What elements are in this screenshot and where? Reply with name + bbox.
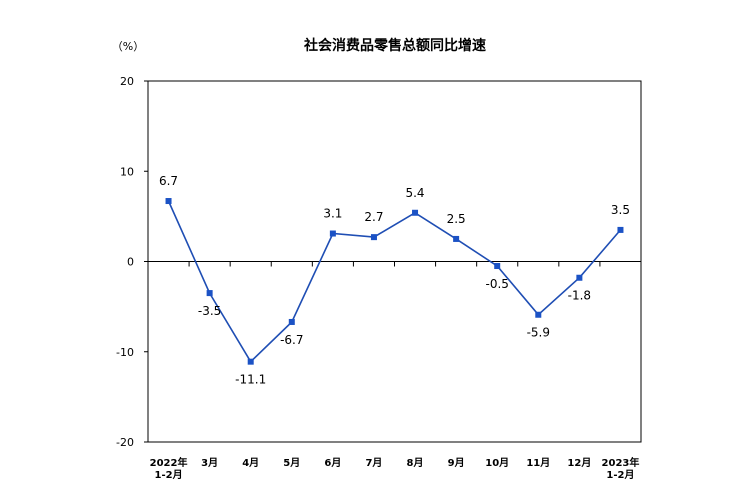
series-markers <box>165 198 624 365</box>
x-tick-label-line: 1-2月 <box>155 469 183 481</box>
data-point <box>247 358 254 365</box>
x-tick-label-line: 2022年 <box>150 456 188 469</box>
x-tick-label-line: 3月 <box>201 457 218 469</box>
data-label: -0.5 <box>485 277 508 291</box>
y-tick-label: 20 <box>120 75 134 88</box>
data-label: -3.5 <box>198 304 221 318</box>
chart-title: 社会消费品零售总额同比增速 <box>303 37 486 54</box>
y-axis-unit: （%） <box>112 40 144 53</box>
x-tick-label-line: 8月 <box>407 457 424 469</box>
x-tick-label-line: 1-2月 <box>606 469 634 481</box>
y-tick-label: 0 <box>127 256 134 269</box>
x-tick-label-line: 5月 <box>283 457 300 469</box>
data-label: 2.5 <box>447 212 466 226</box>
x-tick-label-line: 11月 <box>526 457 550 469</box>
data-point <box>453 235 460 242</box>
data-label: 3.5 <box>611 203 630 217</box>
x-tick-label: 3月 <box>201 457 218 469</box>
data-label: -1.8 <box>568 289 591 303</box>
x-tick-label-line: 4月 <box>242 457 259 469</box>
x-tick-label: 12月 <box>567 457 591 469</box>
data-label: -6.7 <box>280 333 303 347</box>
data-label: 2.7 <box>364 210 383 224</box>
data-point <box>165 198 172 205</box>
data-point <box>288 318 295 325</box>
x-tick-label: 2023年 1-2月 <box>602 456 640 481</box>
y-tick-label: -20 <box>116 436 134 449</box>
data-point <box>412 209 419 216</box>
x-tick-label-line: 9月 <box>448 457 465 469</box>
series-line <box>167 200 622 363</box>
y-tick-label: 10 <box>120 165 134 178</box>
data-labels: 6.7 -3.5 -11.1 -6.7 3.1 2.7 5.4 2.5 -0.5 -5.9 -1.8… <box>159 174 630 387</box>
data-label: -11.1 <box>235 373 266 387</box>
data-point <box>576 274 583 281</box>
y-axis: 20 10 0 -10 -20 <box>116 75 148 449</box>
x-tick-label-line: 6月 <box>324 457 341 469</box>
data-point <box>206 290 213 297</box>
x-tick-label: 9月 <box>448 457 465 469</box>
x-tick-label: 2022年 1-2月 <box>150 456 188 481</box>
x-tick-label-line: 12月 <box>567 457 591 469</box>
x-tick-label-line: 7月 <box>365 457 382 469</box>
data-point <box>370 234 377 241</box>
x-tick-label: 6月 <box>324 457 341 469</box>
x-tick-label-line: 10月 <box>485 457 509 469</box>
data-point <box>494 263 501 270</box>
data-label: -5.9 <box>527 326 550 340</box>
x-tick-label: 11月 <box>526 457 550 469</box>
x-tick-label-line: 2023年 <box>602 456 640 469</box>
x-tick-label: 8月 <box>407 457 424 469</box>
data-point <box>535 311 542 318</box>
y-tick-label: -10 <box>116 346 134 359</box>
x-tick-label: 7月 <box>365 457 382 469</box>
data-point <box>617 226 624 233</box>
data-label: 3.1 <box>323 207 342 221</box>
x-tick-label: 4月 <box>242 457 259 469</box>
data-label: 6.7 <box>159 174 178 188</box>
x-tick-label: 5月 <box>283 457 300 469</box>
data-label: 5.4 <box>405 186 424 200</box>
x-tick-label: 10月 <box>485 457 509 469</box>
data-point <box>329 230 336 237</box>
